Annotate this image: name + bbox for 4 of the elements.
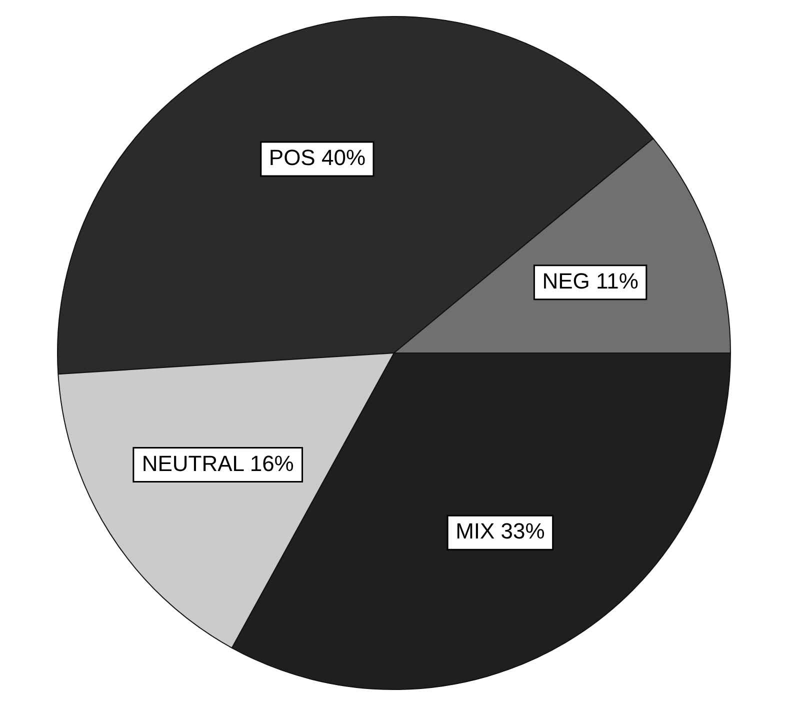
slice-label: NEG 11% [542,268,638,294]
slice-label: POS 40% [268,145,366,170]
slice-label: MIX 33% [456,518,545,544]
slice-label: NEUTRAL 16% [142,450,294,476]
